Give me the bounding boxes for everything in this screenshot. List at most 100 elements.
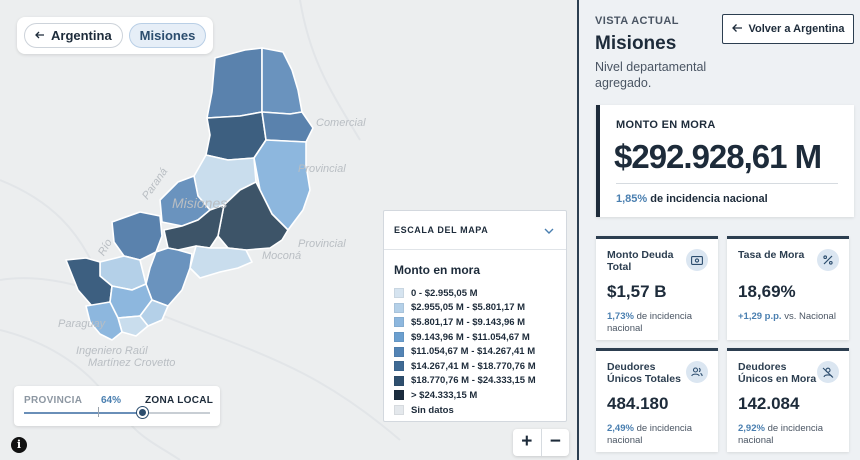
card-label: Monto Deuda Total: [607, 249, 674, 273]
percent-icon: [817, 249, 839, 271]
scale-slider[interactable]: PROVINCIA 64% ZONA LOCAL: [14, 386, 220, 426]
metric-card-deuda-total: Monto Deuda Total $1,57 B 1,73% de incid…: [596, 236, 718, 340]
info-icon[interactable]: i: [11, 437, 27, 453]
legend-title: Monto en mora: [394, 263, 480, 277]
slider-track[interactable]: [24, 412, 210, 414]
breadcrumb-misiones[interactable]: Misiones: [128, 23, 207, 48]
users-icon: [686, 361, 708, 383]
card-value: $1,57 B: [607, 282, 667, 301]
card-value: 484.180: [607, 394, 669, 413]
back-to-argentina-button[interactable]: Volver a Argentina: [722, 14, 854, 44]
card-footnote: 2,92% de incidencia nacional: [738, 423, 846, 447]
arrow-left-icon: [35, 28, 45, 43]
legend-item: 0 - $2.955,05 M: [394, 286, 566, 301]
arrow-left-icon: [731, 23, 743, 36]
hero-value: $292.928,61 M: [614, 138, 822, 175]
department-san-ignacio[interactable]: [111, 211, 163, 261]
user-off-icon: [817, 361, 839, 383]
card-label: Tasa de Mora: [738, 249, 805, 261]
card-accent: 1,73%: [607, 311, 634, 322]
card-foot-text: vs. Nacional: [784, 311, 836, 322]
slider-fill: [24, 412, 144, 414]
info-panel: VISTA ACTUAL Misiones Nivel departamenta…: [577, 0, 860, 460]
legend-swatch: [394, 375, 404, 386]
hero-label: MONTO EN MORA: [616, 119, 716, 131]
legend-item: $11.054,67 M - $14.267,41 M: [394, 344, 566, 359]
breadcrumb-misiones-label: Misiones: [139, 28, 196, 43]
department-obera[interactable]: [145, 247, 193, 307]
legend-item: $2.955,05 M - $5.801,17 M: [394, 301, 566, 316]
map-canvas[interactable]: [0, 0, 577, 460]
hero-metric-card: MONTO EN MORA $292.928,61 M 1,85% de inc…: [596, 105, 854, 217]
map-label: Martínez Crovetto: [88, 357, 176, 369]
map-label: Comercial: [316, 117, 366, 129]
panel-title: Misiones: [595, 33, 677, 54]
metric-card-tasa-mora: Tasa de Mora 18,69% +1,29 p.p. vs. Nacio…: [727, 236, 849, 340]
legend-item-label: $2.955,05 M - $5.801,17 M: [411, 302, 526, 314]
slider-value: 64%: [101, 395, 122, 406]
breadcrumb-argentina[interactable]: Argentina: [24, 23, 123, 48]
legend-item: $9.143,96 M - $11.054,67 M: [394, 330, 566, 345]
legend-item-label: Sin datos: [411, 404, 454, 416]
legend-swatch: [394, 346, 404, 357]
card-value: 18,69%: [738, 282, 796, 301]
legend-swatch: [394, 361, 404, 372]
zoom-out-button[interactable]: −: [549, 431, 561, 452]
back-button-label: Volver a Argentina: [748, 23, 845, 35]
map-label: Paraguay: [58, 318, 106, 330]
department-san-pedro-n[interactable]: [261, 111, 314, 143]
zoom-controls: + −: [513, 429, 569, 456]
card-label: Deudores Únicos en Mora: [738, 361, 817, 385]
panel-kicker: VISTA ACTUAL: [595, 15, 679, 27]
legend-swatch: [394, 390, 404, 401]
divider: [616, 183, 838, 184]
legend-item-label: $14.267,41 M - $18.770,76 M: [411, 360, 536, 372]
metric-card-deudores-mora: Deudores Únicos en Mora 142.084 2,92% de…: [727, 348, 849, 452]
legend-item: $18.770,76 M - $24.333,15 M: [394, 374, 566, 389]
hero-footnote: 1,85% de incidencia nacional: [616, 193, 768, 205]
legend-header-label: ESCALA DEL MAPA: [394, 225, 489, 235]
legend-item-label: 0 - $2.955,05 M: [411, 287, 478, 299]
hero-pct: 1,85%: [616, 193, 648, 205]
legend-header[interactable]: ESCALA DEL MAPA: [384, 211, 566, 250]
card-value: 142.084: [738, 394, 800, 413]
legend-swatch: [394, 302, 404, 313]
card-foot-text: de incidencia nacional: [607, 311, 693, 334]
map-legend: ESCALA DEL MAPA Monto en mora 0 - $2.955…: [383, 210, 567, 422]
department-san-pedro[interactable]: [253, 139, 311, 231]
breadcrumb: Argentina Misiones: [17, 17, 214, 54]
zoom-in-button[interactable]: +: [513, 429, 542, 456]
card-foot-text: de incidencia nacional: [738, 423, 824, 446]
metric-card-deudores-totales: Deudores Únicos Totales 484.180 2,49% de…: [596, 348, 718, 452]
card-accent: +1,29 p.p.: [738, 311, 782, 322]
map-label: Ingeniero Raúl: [76, 345, 148, 357]
card-footnote: 1,73% de incidencia nacional: [607, 311, 715, 335]
map-label: Misiones: [172, 195, 228, 211]
legend-swatch: [394, 288, 404, 299]
map-label: Moconá: [262, 250, 302, 262]
legend-item: > $24.333,15 M: [394, 388, 566, 403]
money-icon: [686, 249, 708, 271]
chevron-down-icon[interactable]: [544, 221, 554, 239]
department-iguazu[interactable]: [206, 47, 263, 119]
card-foot-text: de incidencia nacional: [607, 423, 693, 446]
department-general-belgrano[interactable]: [261, 47, 303, 115]
slider-handle[interactable]: [137, 407, 148, 418]
card-accent: 2,49%: [607, 423, 634, 434]
map-area[interactable]: Comercial Provincial Provincial Moconá P…: [0, 0, 577, 460]
legend-swatch: [394, 405, 404, 416]
card-accent: 2,92%: [738, 423, 765, 434]
department-25-de-mayo[interactable]: [189, 245, 253, 279]
department-leandro-alem[interactable]: [85, 301, 123, 341]
legend-item-label: $11.054,67 M - $14.267,41 M: [411, 346, 536, 358]
legend-item: $5.801,17 M - $9.143,96 M: [394, 315, 566, 330]
legend-item-label: $9.143,96 M - $11.054,67 M: [411, 331, 530, 343]
breadcrumb-argentina-label: Argentina: [51, 28, 112, 43]
panel-subtitle: Nivel departamental agregado.: [595, 60, 707, 90]
slider-left-label: PROVINCIA: [24, 395, 83, 406]
legend-item-label: $5.801,17 M - $9.143,96 M: [411, 316, 526, 328]
slider-right-label: ZONA LOCAL: [145, 395, 214, 406]
legend-item-label: > $24.333,15 M: [411, 389, 478, 401]
map-label: Provincial: [298, 163, 346, 175]
legend-list: 0 - $2.955,05 M $2.955,05 M - $5.801,17 M…: [394, 286, 566, 417]
